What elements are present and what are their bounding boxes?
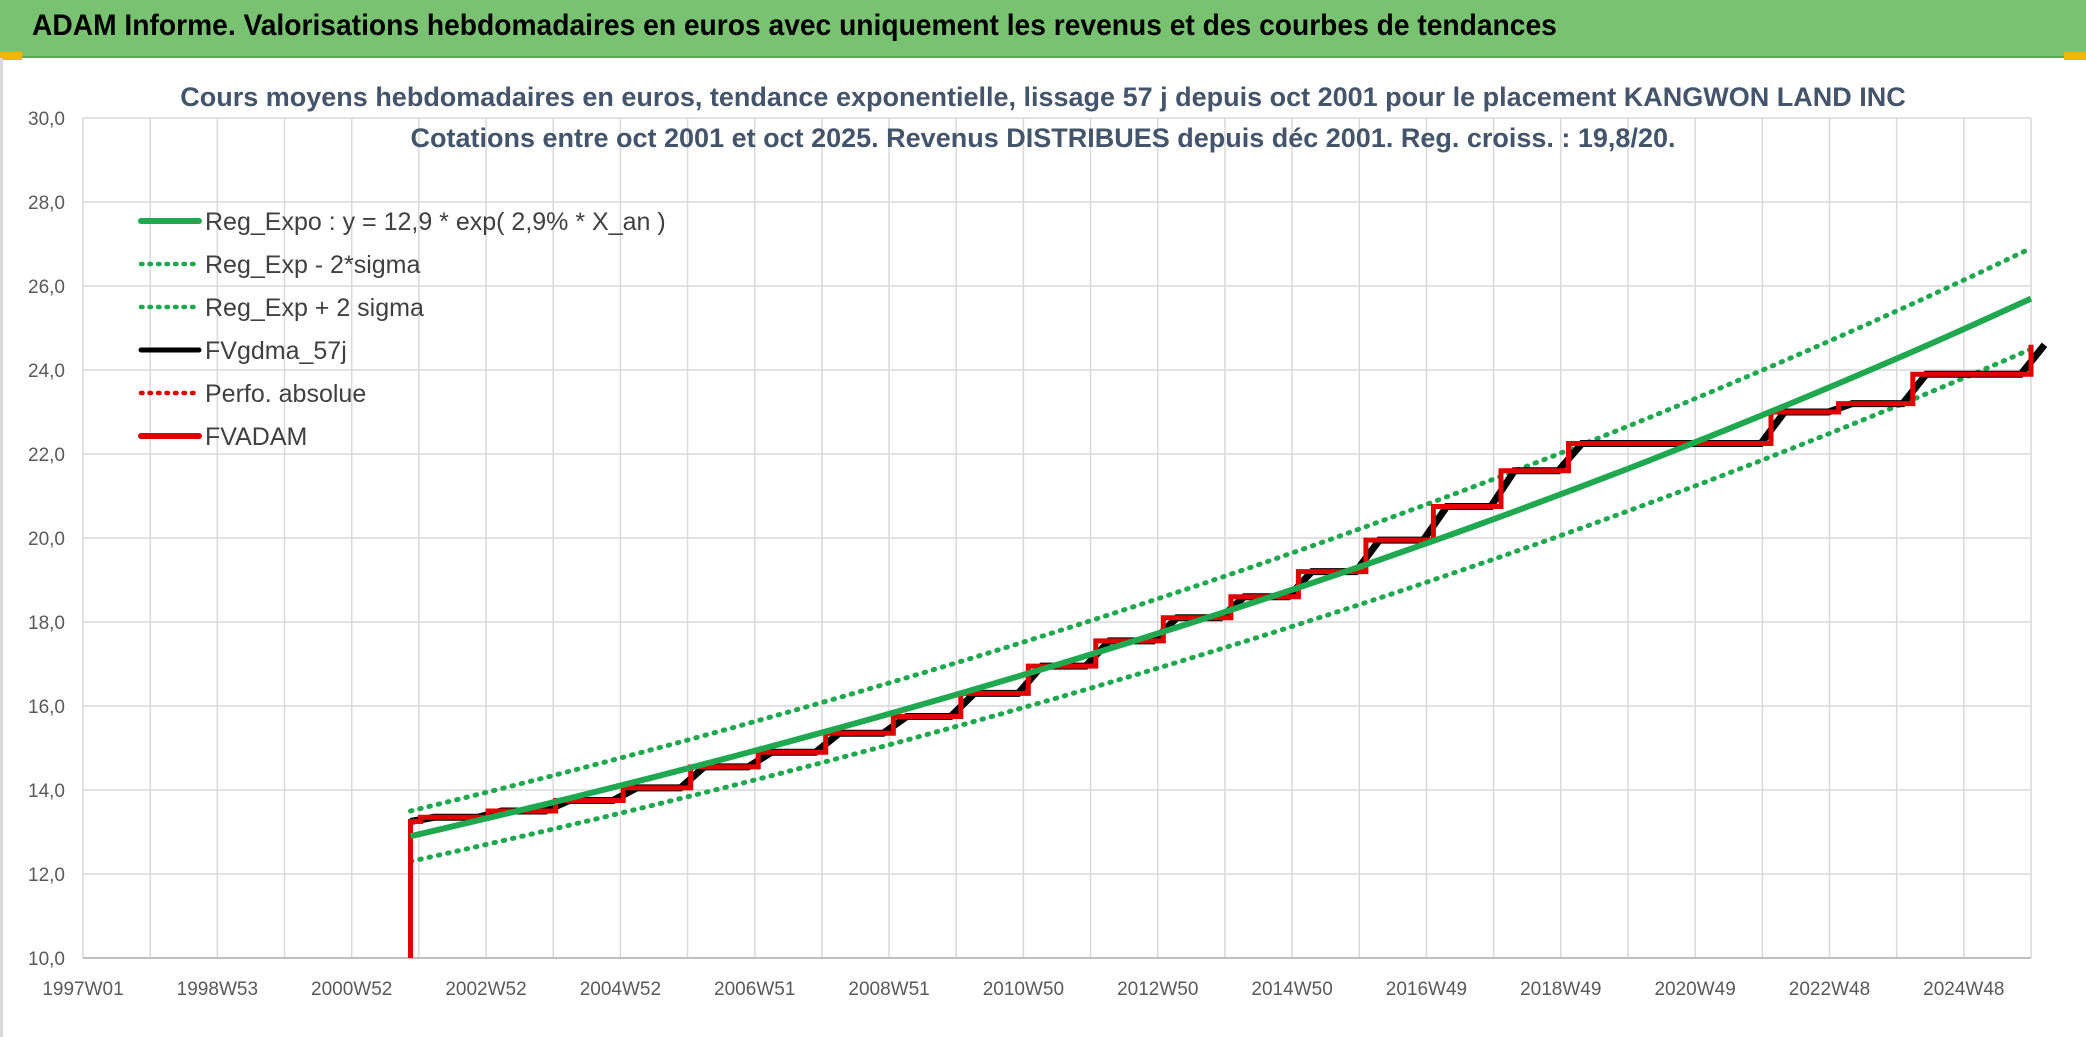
y-tick-label: 28,0 xyxy=(28,193,65,214)
axis-layer: 10,0 12,0 14,0 16,0 18,0 20,0 22,0 24,0 26,0 28,0… xyxy=(28,109,2031,1000)
y-tick-label: 30,0 xyxy=(28,109,65,130)
y-tick-label: 14,0 xyxy=(28,781,65,802)
series-fvgdma-57j xyxy=(409,342,2048,825)
x-tick-label: 2006W51 xyxy=(714,979,795,1000)
legend-label: FVADAM xyxy=(205,423,307,451)
x-tick-label: 2018W49 xyxy=(1520,979,1601,1000)
report-banner: ADAM Informe. Valorisations hebdomadaire… xyxy=(0,0,2086,58)
chart-svg: 10,0 12,0 14,0 16,0 18,0 20,0 22,0 24,0 26,0 28,0… xyxy=(28,82,2048,1000)
x-tick-label: 2008W51 xyxy=(848,979,929,1000)
series-layer xyxy=(408,245,2048,958)
y-tick-label: 24,0 xyxy=(28,361,65,382)
legend-label: Reg_Exp + 2 sigma xyxy=(205,294,424,322)
chart-subtitle: Cotations entre oct 2001 et oct 2025. Re… xyxy=(411,123,1676,153)
x-tick-label: 2000W52 xyxy=(311,979,392,1000)
report-title: ADAM Informe. Valorisations hebdomadaire… xyxy=(32,9,1557,42)
chart-frame: 10,0 12,0 14,0 16,0 18,0 20,0 22,0 24,0 26,0 28,0… xyxy=(0,58,2086,1037)
legend-label: FVgdma_57j xyxy=(205,337,347,365)
y-tick-label: 22,0 xyxy=(28,445,65,466)
y-tick-label: 10,0 xyxy=(28,949,65,970)
x-tick-label: 2024W48 xyxy=(1923,979,2004,1000)
x-tick-label: 2012W50 xyxy=(1117,979,1198,1000)
y-tick-label: 18,0 xyxy=(28,613,65,634)
series-reg-exp-plus-2sigma xyxy=(408,245,2034,814)
grid-layer xyxy=(82,117,2032,959)
y-tick-label: 26,0 xyxy=(28,277,65,298)
x-tick-label: 2004W52 xyxy=(580,979,661,1000)
series-reg-exp-minus-2sigma xyxy=(408,346,2034,864)
x-tick-label: 2022W48 xyxy=(1789,979,1870,1000)
legend-label: Perfo. absolue xyxy=(205,380,366,408)
x-tick-label: 2020W49 xyxy=(1654,979,1735,1000)
y-tick-label: 20,0 xyxy=(28,529,65,550)
x-tick-label: 2016W49 xyxy=(1386,979,1467,1000)
y-tick-label: 16,0 xyxy=(28,697,65,718)
y-tick-label: 12,0 xyxy=(28,865,65,886)
legend-label: Reg_Exp - 2*sigma xyxy=(205,251,420,279)
chart-legend: Reg_Expo : y = 12,9 * exp( 2,9% * X_an )… xyxy=(138,208,666,451)
x-tick-label: 1997W01 xyxy=(42,979,123,1000)
x-tick-label: 2002W52 xyxy=(445,979,526,1000)
legend-label: Reg_Expo : y = 12,9 * exp( 2,9% * X_an ) xyxy=(205,208,666,236)
x-tick-label: 2010W50 xyxy=(983,979,1064,1000)
chart-title: Cours moyens hebdomadaires en euros, ten… xyxy=(180,82,1905,112)
series-reg-expo xyxy=(409,295,2033,840)
x-tick-label: 1998W53 xyxy=(177,979,258,1000)
corner-accent-left xyxy=(0,52,22,60)
x-tick-label: 2014W50 xyxy=(1251,979,1332,1000)
corner-accent-right xyxy=(2064,52,2086,60)
